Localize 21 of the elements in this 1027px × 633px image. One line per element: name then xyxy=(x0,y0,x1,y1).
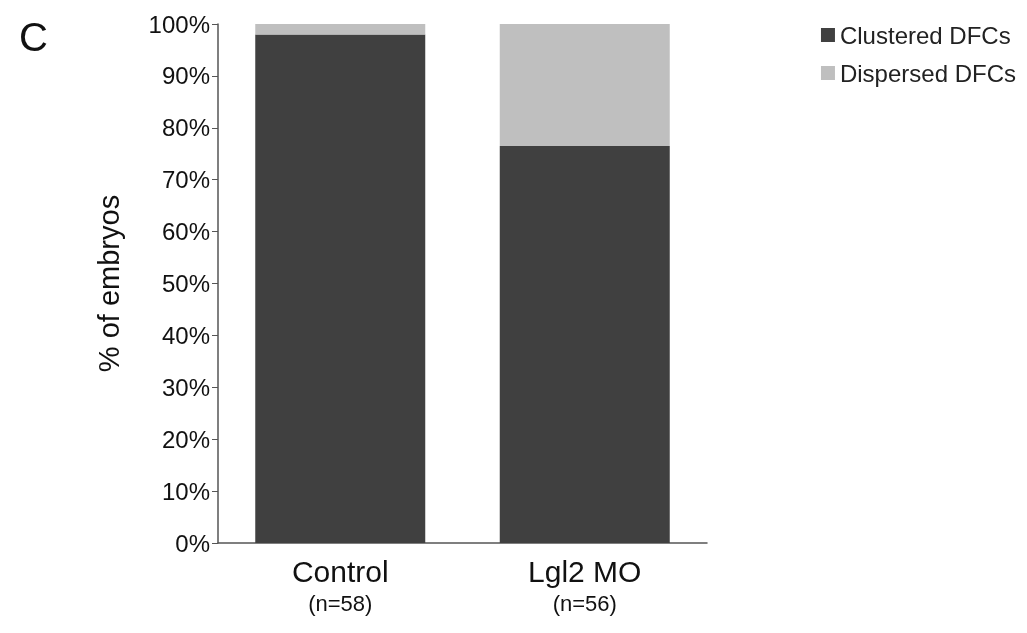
chart-title: C xyxy=(19,15,48,59)
bar xyxy=(255,24,426,35)
y-tick-label: 10% xyxy=(161,477,210,505)
y-tick-label: 70% xyxy=(161,166,210,194)
y-tick-label: 0% xyxy=(175,529,210,557)
y-tick-label: 50% xyxy=(161,270,210,297)
y-tick-label: 100% xyxy=(148,10,210,38)
legend-label: Clustered DFCs xyxy=(839,21,1011,49)
y-axis-title: % of embryos xyxy=(92,194,125,373)
y-tick-label: 90% xyxy=(161,62,210,90)
x-tick-label: Control (n=58) xyxy=(291,554,389,616)
y-tick-label: 40% xyxy=(161,321,210,349)
y-tick-label: 60% xyxy=(161,218,210,246)
bar xyxy=(499,145,670,543)
bar xyxy=(255,34,426,543)
y-tick-label: 80% xyxy=(161,114,210,142)
y-tick-label: 30% xyxy=(161,373,210,401)
x-tick-label: Lgl2 MO (n=56) xyxy=(528,554,642,616)
bar xyxy=(499,24,670,146)
y-tick-label: 20% xyxy=(161,425,210,453)
legend-label: Dispersed DFCs xyxy=(839,59,1017,87)
